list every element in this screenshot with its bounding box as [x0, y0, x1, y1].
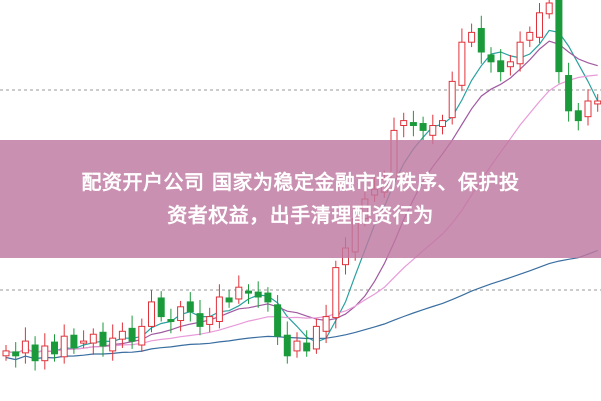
candle-up [332, 267, 340, 319]
candle-up [41, 345, 49, 362]
candle-down [497, 60, 505, 73]
candle-down [99, 331, 107, 347]
candle-up [206, 316, 214, 325]
candle-up [322, 316, 330, 332]
candle-down [555, 0, 563, 73]
candle-up [545, 2, 553, 15]
candle-down [303, 342, 311, 352]
candle-up [448, 80, 456, 119]
candle-up [293, 340, 301, 352]
candle-up [80, 340, 88, 344]
candle-up [177, 306, 185, 322]
headline-line-1: 配资开户公司 国家为稳定金融市场秩序、保护投 [81, 170, 520, 194]
candle-down [245, 290, 252, 294]
candle-up [536, 12, 543, 38]
candle-down [419, 123, 427, 131]
headline-banner: 配资开户公司 国家为稳定金融市场秩序、保护投 资者权益，出手清理配资行为 [0, 140, 601, 258]
candle-up [235, 286, 243, 300]
candle-down [264, 292, 272, 303]
candle-down [31, 344, 39, 362]
candle-up [516, 41, 524, 65]
candle-up [109, 337, 117, 352]
ma60-line [5, 249, 598, 361]
candle-down [565, 75, 573, 112]
candle-up [439, 120, 446, 127]
candle-up [89, 333, 97, 344]
candle-down [225, 297, 233, 303]
candle-up [429, 125, 437, 136]
candle-up [468, 31, 476, 43]
candle-down [167, 319, 175, 323]
candle-up [400, 120, 408, 126]
candle-up [215, 296, 223, 322]
candle-down [409, 122, 417, 126]
candle-down [157, 297, 165, 318]
candle-up [506, 61, 514, 68]
candle-down [487, 54, 495, 63]
candle-up [118, 330, 126, 340]
candle-down [12, 351, 20, 357]
candle-down [128, 327, 136, 342]
candle-up [60, 335, 68, 358]
candle-down [254, 291, 262, 298]
candle-down [186, 301, 194, 313]
headline-line-2: 资者权益，出手清理配资行为 [167, 203, 434, 227]
candle-down [196, 313, 204, 327]
candle-down [574, 110, 582, 122]
candle-up [312, 325, 320, 350]
candle-up [2, 350, 10, 357]
candle-up [584, 100, 592, 118]
candle-down [274, 304, 282, 337]
candle-up [21, 340, 29, 354]
candle-up [526, 31, 534, 41]
candle-up [148, 301, 155, 327]
candle-down [283, 334, 291, 357]
candle-up [458, 41, 466, 86]
candle-down [70, 334, 78, 349]
candle-up [138, 325, 146, 346]
candle-up [594, 100, 601, 105]
candle-down [477, 27, 485, 53]
candle-down [51, 341, 58, 355]
